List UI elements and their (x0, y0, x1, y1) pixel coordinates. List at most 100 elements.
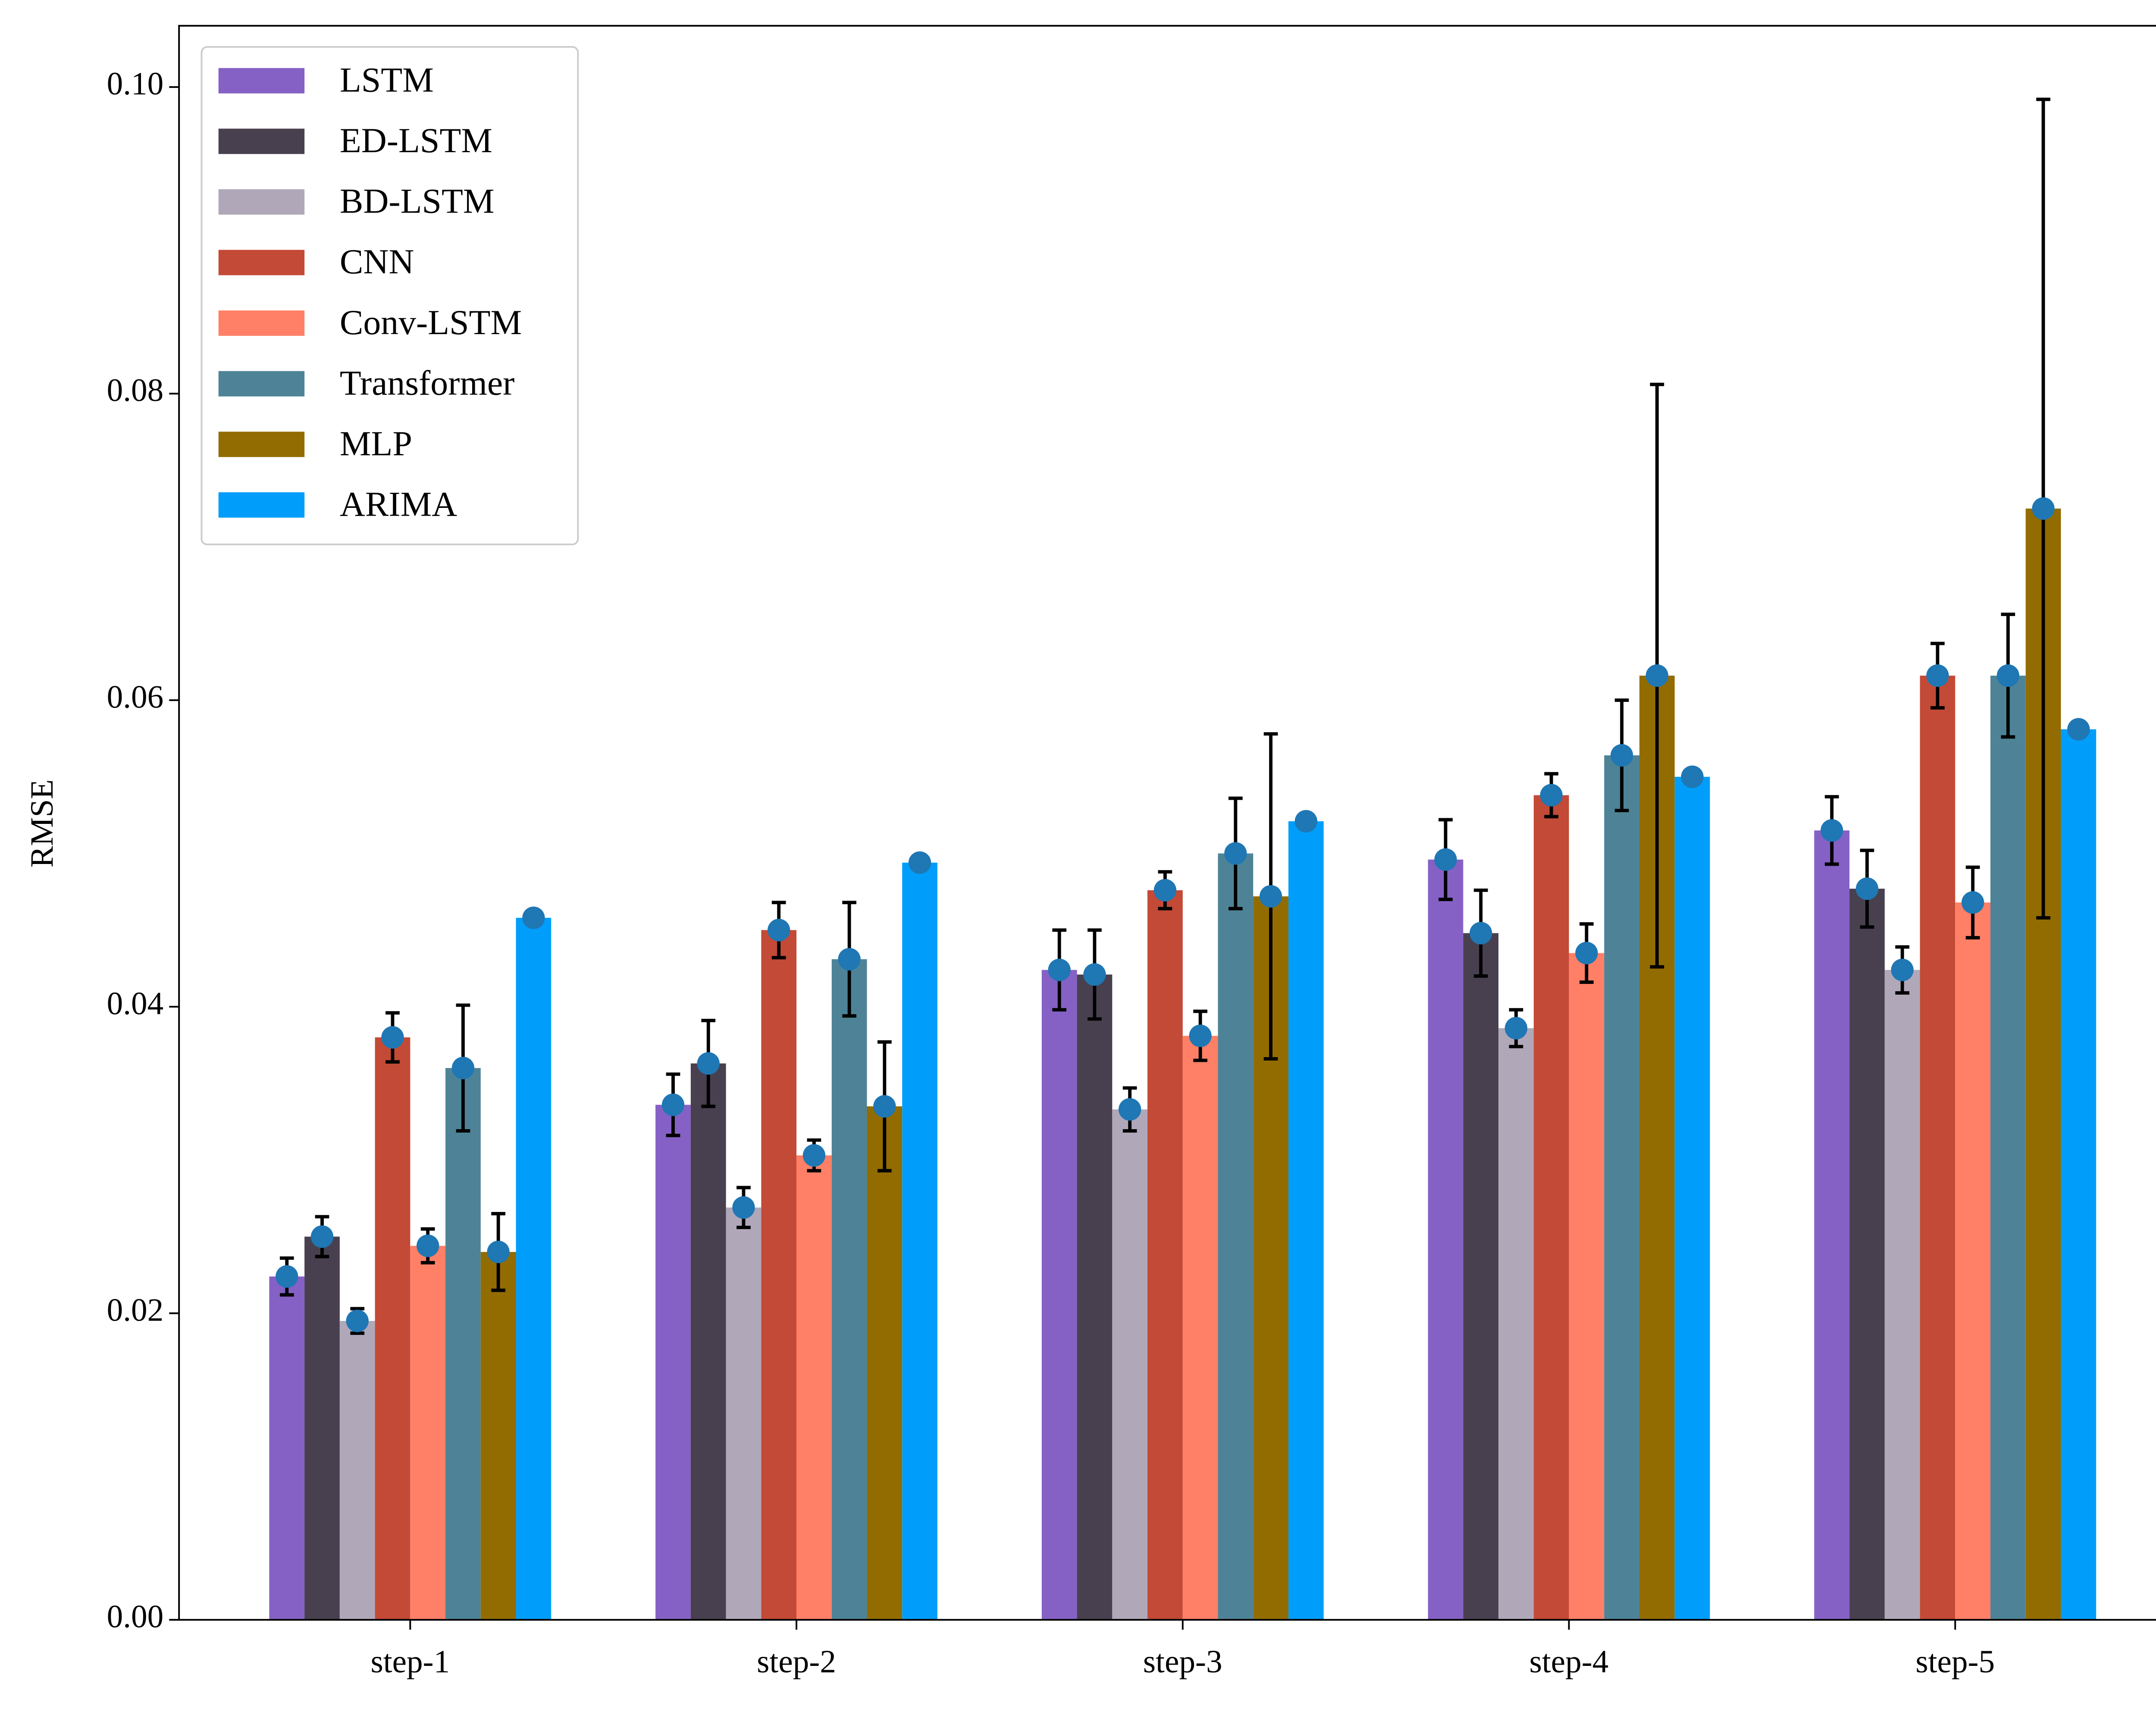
bar (1955, 902, 1991, 1620)
legend-label: CNN (340, 242, 414, 281)
legend-swatch (218, 250, 305, 275)
y-tick-label: 0.06 (107, 679, 164, 715)
marker (1434, 848, 1457, 871)
x-tick-label: step-4 (1529, 1644, 1609, 1680)
legend-label: Transformer (340, 363, 515, 402)
marker (522, 906, 545, 930)
legend-swatch (218, 128, 305, 154)
bar (1674, 776, 1710, 1620)
plot-frame (178, 25, 2156, 1621)
bar (1112, 1109, 1148, 1620)
marker (802, 1144, 826, 1167)
marker (1189, 1024, 1212, 1047)
y-tick-label: 0.04 (107, 986, 164, 1021)
marker (1294, 810, 1318, 833)
bar (1498, 1028, 1534, 1620)
marker (768, 919, 790, 942)
legend-label: Conv-LSTM (340, 303, 522, 342)
bar (1041, 970, 1077, 1620)
marker (1540, 784, 1563, 807)
marker (1048, 958, 1071, 981)
y-tick-label: 0.10 (107, 66, 164, 102)
bar (726, 1207, 761, 1620)
marker (1575, 942, 1598, 964)
marker (1504, 1017, 1528, 1039)
marker (1681, 765, 1704, 788)
x-tick-label: step-2 (757, 1644, 836, 1680)
bar (2061, 729, 2096, 1620)
marker (1259, 885, 1282, 908)
bar (1604, 755, 1640, 1620)
legend-swatch (218, 189, 305, 215)
marker (381, 1026, 404, 1049)
marker (1961, 891, 1984, 914)
bar (1990, 676, 2026, 1620)
bar (1814, 830, 1850, 1620)
legend-label: MLP (340, 424, 412, 463)
marker (1645, 664, 1669, 687)
marker (1470, 922, 1492, 945)
bar (867, 1106, 903, 1620)
marker (1153, 879, 1177, 902)
legend-swatch (218, 371, 305, 397)
bar (269, 1276, 305, 1620)
bar (831, 959, 867, 1620)
bar (796, 1155, 832, 1620)
bar (375, 1037, 411, 1620)
bar (761, 930, 797, 1620)
bar (1077, 974, 1112, 1620)
bar (902, 862, 937, 1620)
marker (1996, 664, 2020, 687)
marker (1224, 842, 1247, 865)
y-axis-label: RMSE (24, 779, 60, 868)
legend-swatch (218, 68, 305, 94)
legend-label: ARIMA (340, 485, 457, 524)
marker (1610, 744, 1633, 767)
bar (1569, 953, 1604, 1620)
marker (487, 1240, 510, 1264)
bar (339, 1321, 375, 1620)
x-tick-label: step-5 (1915, 1644, 1995, 1680)
bar (1182, 1036, 1218, 1620)
bar (480, 1252, 516, 1620)
marker (873, 1095, 896, 1118)
legend-swatch (218, 492, 305, 518)
bar (1849, 889, 1885, 1620)
bar (1147, 890, 1183, 1620)
marker (661, 1093, 685, 1116)
legend-box (201, 46, 579, 545)
legend-label: BD-LSTM (340, 182, 495, 221)
bar (445, 1068, 481, 1620)
marker (1821, 819, 1843, 842)
y-tick-label: 0.02 (107, 1292, 164, 1328)
marker (697, 1052, 720, 1075)
bar (1920, 676, 1955, 1620)
marker (908, 851, 931, 874)
legend-swatch (218, 432, 305, 457)
x-tick-label: step-3 (1143, 1644, 1222, 1680)
x-tick-label: step-1 (370, 1644, 450, 1680)
bar (1218, 853, 1253, 1620)
marker (1855, 877, 1879, 900)
marker (2032, 497, 2055, 520)
marker (1926, 664, 1949, 687)
marker (732, 1196, 755, 1219)
marker (2067, 718, 2090, 741)
marker (346, 1309, 369, 1333)
bar (1463, 933, 1499, 1620)
bar (1533, 795, 1569, 1620)
marker (1891, 958, 1914, 981)
marker (417, 1234, 439, 1257)
marker (310, 1225, 334, 1248)
bar (1288, 821, 1324, 1620)
bar (304, 1236, 340, 1620)
legend-label: LSTM (340, 60, 434, 100)
marker (276, 1265, 298, 1288)
y-tick-label: 0.08 (107, 372, 164, 408)
legend-swatch (218, 310, 305, 336)
marker (451, 1057, 475, 1080)
bar (690, 1063, 726, 1620)
legend-label: ED-LSTM (340, 121, 492, 160)
marker (1119, 1098, 1141, 1121)
